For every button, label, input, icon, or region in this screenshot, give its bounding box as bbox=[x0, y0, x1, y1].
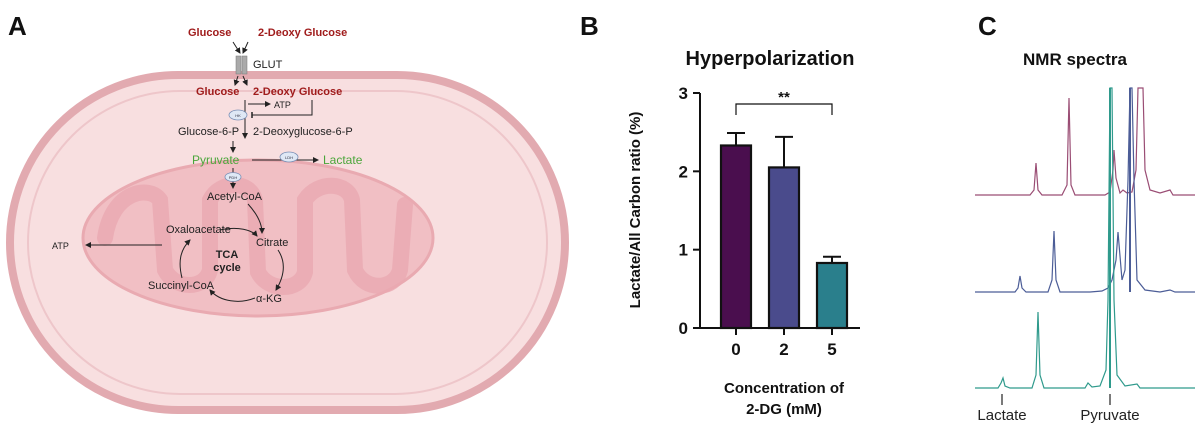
tca-label-1: TCA bbox=[216, 249, 239, 261]
nmr-spectrum-bottom bbox=[975, 87, 1195, 389]
x-tick-label: 0 bbox=[731, 340, 740, 359]
y-tick-label: 1 bbox=[679, 241, 688, 260]
nmr-spectrum-middle bbox=[975, 87, 1195, 293]
y-tick-label: 2 bbox=[679, 162, 688, 181]
y-axis-label: Lactate/All Carbon ratio (%) bbox=[627, 112, 644, 309]
significance-bracket bbox=[735, 103, 833, 115]
cell-inner-membrane bbox=[27, 90, 548, 395]
panel-a: A GLUT Glucose 2-Deoxy Glucose Glucose 2… bbox=[6, 11, 569, 414]
panel-b: B Hyperpolarization Lactate/All Carbon r… bbox=[580, 11, 860, 418]
chart-title: Hyperpolarization bbox=[686, 48, 855, 70]
atp-top-label: ATP bbox=[274, 100, 291, 110]
nmr-title: NMR spectra bbox=[1023, 50, 1127, 69]
ldh-enzyme-icon bbox=[279, 151, 299, 163]
oxaloacetate-label: Oxaloacetate bbox=[166, 224, 231, 236]
tca-arrows bbox=[85, 203, 284, 302]
panel-c-letter: C bbox=[978, 11, 997, 41]
mitochondrion bbox=[81, 158, 435, 318]
panel-c: C NMR spectra Lactate Pyruvate bbox=[975, 11, 1195, 424]
deoxyglucose-outside-label: 2-Deoxy Glucose bbox=[258, 27, 347, 39]
glut-transporter bbox=[235, 55, 248, 75]
x-tick-label: 2 bbox=[779, 340, 788, 359]
glucose-inside-label: Glucose bbox=[196, 86, 239, 98]
y-tick-label: 3 bbox=[679, 84, 688, 103]
x-axis: 0 2 5 bbox=[700, 327, 860, 359]
y-tick-label: 0 bbox=[679, 319, 688, 338]
panel-b-letter: B bbox=[580, 11, 599, 41]
bars bbox=[719, 131, 849, 330]
nmr-lactate-label: Lactate bbox=[977, 407, 1026, 424]
x-axis-label-line1: Concentration of bbox=[724, 380, 845, 397]
atp-left-label: ATP bbox=[52, 241, 69, 251]
bar-5 bbox=[815, 261, 849, 330]
glut-label: GLUT bbox=[253, 59, 283, 71]
alpha-kg-label: α-KG bbox=[256, 293, 282, 305]
glucose-outside-label: Glucose bbox=[188, 27, 231, 39]
lactate-label: Lactate bbox=[323, 153, 363, 167]
pdh-enzyme-icon bbox=[224, 172, 242, 182]
pdh-label: PDH bbox=[229, 175, 238, 180]
significance-label: ** bbox=[778, 89, 790, 106]
ldh-label: LDH bbox=[285, 155, 293, 160]
deoxyglucose-6-p-label: 2-Deoxyglucose-6-P bbox=[253, 126, 353, 138]
tca-label-2: cycle bbox=[213, 262, 241, 274]
bar-0 bbox=[719, 144, 753, 330]
glucose-6-p-label: Glucose-6-P bbox=[178, 126, 239, 138]
pyruvate-label: Pyruvate bbox=[192, 153, 240, 167]
y-axis: 0 1 2 3 bbox=[679, 84, 701, 338]
acetyl-coa-label: Acetyl-CoA bbox=[207, 191, 263, 203]
nmr-pyruvate-label: Pyruvate bbox=[1080, 407, 1139, 424]
succinyl-coa-label: Succinyl-CoA bbox=[148, 280, 215, 292]
x-axis-label-line2: 2-DG (mM) bbox=[746, 401, 822, 418]
bar-2 bbox=[767, 166, 801, 330]
hk-enzyme-icon bbox=[228, 109, 248, 121]
nmr-spectrum-top bbox=[975, 87, 1195, 196]
hk-label: HK bbox=[235, 113, 241, 118]
panel-a-letter: A bbox=[8, 11, 27, 41]
deoxyglucose-inside-label: 2-Deoxy Glucose bbox=[253, 86, 342, 98]
x-tick-label: 5 bbox=[827, 340, 836, 359]
citrate-label: Citrate bbox=[256, 237, 288, 249]
